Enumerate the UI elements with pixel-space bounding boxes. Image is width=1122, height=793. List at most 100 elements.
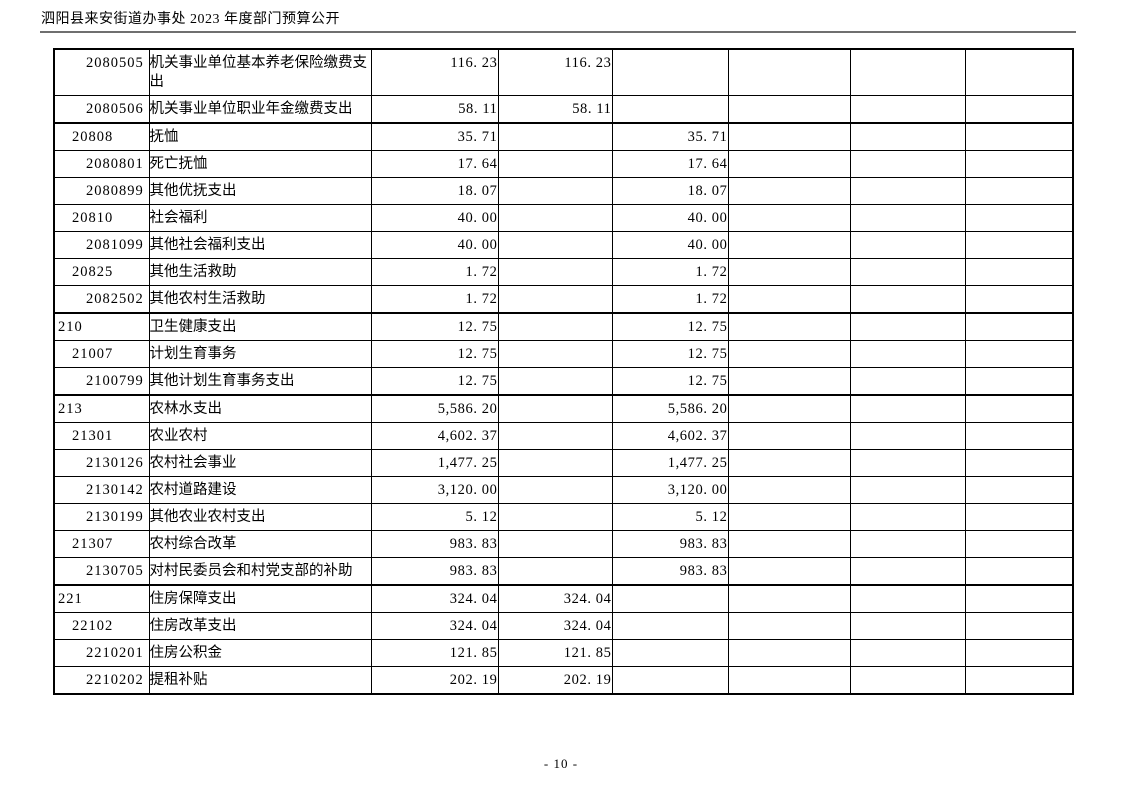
table-row: 22102 住房改革支出 324. 04 324. 04	[53, 612, 1074, 640]
amount-cell	[727, 150, 851, 178]
table-row: 20808 抚恤 35. 71 35. 71	[53, 122, 1074, 151]
amount-cell	[964, 48, 1074, 96]
amount-cell	[964, 340, 1074, 368]
amount-cell	[849, 639, 966, 667]
amount-cell	[964, 449, 1074, 477]
amount-cell	[849, 612, 966, 640]
amount-cell: 58. 11	[497, 95, 613, 124]
header-divider-rule	[40, 31, 1076, 33]
name-cell: 住房公积金	[148, 639, 372, 667]
amount-cell	[611, 95, 729, 124]
code-cell: 210	[53, 312, 150, 341]
amount-cell	[964, 530, 1074, 558]
code-cell: 2130126	[53, 449, 150, 477]
amount-cell: 5,586. 20	[611, 394, 729, 423]
amount-cell: 3,120. 00	[611, 476, 729, 504]
amount-cell	[497, 530, 613, 558]
amount-cell	[849, 557, 966, 586]
table-row: 2080506 机关事业单位职业年金缴费支出 58. 11 58. 11	[53, 95, 1074, 124]
amount-cell	[497, 449, 613, 477]
amount-cell	[849, 367, 966, 396]
amount-cell	[727, 231, 851, 259]
table-row: 210 卫生健康支出 12. 75 12. 75	[53, 312, 1074, 341]
amount-cell	[964, 584, 1074, 613]
amount-cell	[727, 394, 851, 423]
amount-cell	[497, 394, 613, 423]
amount-cell: 1. 72	[370, 258, 499, 286]
amount-cell	[849, 258, 966, 286]
amount-cell: 324. 04	[497, 612, 613, 640]
amount-cell: 40. 00	[370, 231, 499, 259]
amount-cell: 12. 75	[370, 340, 499, 368]
amount-cell: 5. 12	[611, 503, 729, 531]
amount-cell: 202. 19	[370, 666, 499, 695]
amount-cell: 58. 11	[370, 95, 499, 124]
name-cell: 其他农村生活救助	[148, 285, 372, 314]
amount-cell	[964, 258, 1074, 286]
amount-cell	[727, 204, 851, 232]
amount-cell	[849, 666, 966, 695]
name-cell: 死亡抚恤	[148, 150, 372, 178]
page-header-title: 泗阳县来安街道办事处 2023 年度部门预算公开	[41, 12, 340, 27]
amount-cell	[611, 639, 729, 667]
name-cell: 其他优抚支出	[148, 177, 372, 205]
amount-cell	[964, 204, 1074, 232]
table-row: 2080801 死亡抚恤 17. 64 17. 64	[53, 150, 1074, 178]
amount-cell	[964, 422, 1074, 450]
name-cell: 其他社会福利支出	[148, 231, 372, 259]
amount-cell	[964, 476, 1074, 504]
amount-cell	[727, 584, 851, 613]
table-row: 2080899 其他优抚支出 18. 07 18. 07	[53, 177, 1074, 205]
amount-cell: 324. 04	[370, 612, 499, 640]
amount-cell	[727, 449, 851, 477]
amount-cell	[964, 666, 1074, 695]
name-cell: 住房保障支出	[148, 584, 372, 613]
name-cell: 机关事业单位基本养老保险缴费支出	[148, 48, 372, 96]
amount-cell: 116. 23	[370, 48, 499, 96]
code-cell: 2130705	[53, 557, 150, 586]
budget-expenditure-table: 2080505 机关事业单位基本养老保险缴费支出 116. 23 116. 23 208…	[53, 48, 1074, 695]
code-cell: 221	[53, 584, 150, 613]
name-cell: 卫生健康支出	[148, 312, 372, 341]
code-cell: 2080801	[53, 150, 150, 178]
code-cell: 2080506	[53, 95, 150, 124]
table-row: 2080505 机关事业单位基本养老保险缴费支出 116. 23 116. 23	[53, 48, 1074, 96]
amount-cell: 202. 19	[497, 666, 613, 695]
amount-cell	[727, 367, 851, 396]
amount-cell	[727, 422, 851, 450]
amount-cell	[849, 285, 966, 314]
table-row: 2100799 其他计划生育事务支出 12. 75 12. 75	[53, 367, 1074, 396]
table-row: 21301 农业农村 4,602. 37 4,602. 37	[53, 422, 1074, 450]
amount-cell	[849, 204, 966, 232]
table-row: 213 农林水支出 5,586. 20 5,586. 20	[53, 394, 1074, 423]
amount-cell: 18. 07	[611, 177, 729, 205]
amount-cell	[849, 340, 966, 368]
name-cell: 其他农业农村支出	[148, 503, 372, 531]
amount-cell: 12. 75	[611, 367, 729, 396]
amount-cell	[727, 639, 851, 667]
amount-cell	[611, 584, 729, 613]
amount-cell: 12. 75	[370, 312, 499, 341]
name-cell: 其他计划生育事务支出	[148, 367, 372, 396]
name-cell: 机关事业单位职业年金缴费支出	[148, 95, 372, 124]
amount-cell	[964, 367, 1074, 396]
amount-cell	[849, 312, 966, 341]
code-cell: 2210202	[53, 666, 150, 695]
amount-cell: 1. 72	[370, 285, 499, 314]
table-row: 2130142 农村道路建设 3,120. 00 3,120. 00	[53, 476, 1074, 504]
amount-cell	[497, 557, 613, 586]
amount-cell	[727, 503, 851, 531]
amount-cell	[727, 258, 851, 286]
amount-cell	[497, 422, 613, 450]
amount-cell	[727, 666, 851, 695]
amount-cell	[849, 503, 966, 531]
amount-cell: 983. 83	[370, 557, 499, 586]
amount-cell	[727, 48, 851, 96]
amount-cell	[849, 231, 966, 259]
amount-cell	[497, 177, 613, 205]
table-row: 20825 其他生活救助 1. 72 1. 72	[53, 258, 1074, 286]
amount-cell	[727, 530, 851, 558]
code-cell: 2130142	[53, 476, 150, 504]
amount-cell	[497, 340, 613, 368]
amount-cell	[849, 122, 966, 151]
